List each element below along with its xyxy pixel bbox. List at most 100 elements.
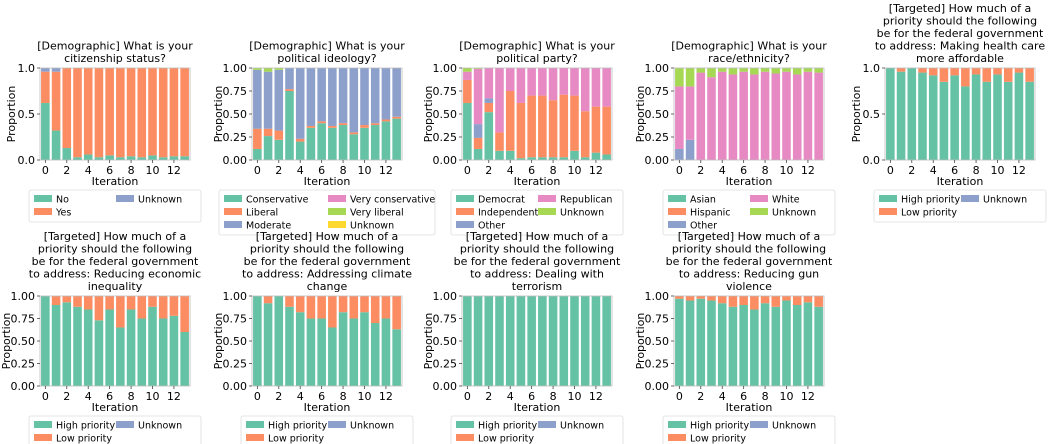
bar-segment xyxy=(360,125,369,128)
legend-label: Very conservative xyxy=(350,195,435,206)
bar-segment xyxy=(148,296,157,307)
legend-label: Low priority xyxy=(478,434,534,444)
bar-segment xyxy=(360,127,369,160)
x-tick-label: 4 xyxy=(297,164,304,177)
legend-label: Unknown xyxy=(560,208,604,219)
bar-segment xyxy=(814,296,823,307)
bar-segment xyxy=(580,68,590,112)
legend-label: Low priority xyxy=(690,434,746,444)
bar-segment xyxy=(538,95,547,158)
y-tick-label: 0.5 xyxy=(863,108,881,121)
bar-segment xyxy=(306,296,316,319)
bar-segment xyxy=(328,125,337,128)
legend-box xyxy=(240,415,414,444)
x-axis-label: Iteration xyxy=(304,175,351,188)
x-tick-label: 4 xyxy=(85,390,92,403)
chart-title: [Demographic] What is your citizenship st… xyxy=(37,40,193,66)
bar-segment xyxy=(538,68,547,96)
y-tick-label: 0.75 xyxy=(645,85,670,98)
bar-segment xyxy=(516,296,526,386)
bar-segment xyxy=(158,68,168,158)
bar-segment xyxy=(295,141,305,160)
bar-segment xyxy=(328,68,337,126)
bar-segment xyxy=(907,68,917,160)
bar-segment xyxy=(263,68,273,72)
bar-segment xyxy=(180,332,189,386)
bar-segment xyxy=(73,157,82,160)
bar-segment xyxy=(538,157,547,160)
y-tick-label: 0.5 xyxy=(18,108,36,121)
legend-swatch xyxy=(668,195,686,202)
y-tick-label: 0.00 xyxy=(645,380,670,393)
bar-segment xyxy=(253,69,262,129)
x-tick-label: 4 xyxy=(507,164,514,177)
legend: Democrat Independent Other Republican Unknow… xyxy=(450,189,624,236)
y-tick-label: 1.00 xyxy=(223,62,248,75)
legend-swatch xyxy=(246,421,264,428)
bar-segment xyxy=(62,148,72,160)
y-tick-label: 0.50 xyxy=(223,335,248,348)
x-tick-label: 4 xyxy=(85,164,92,177)
bar-segment xyxy=(263,128,273,137)
bar-segment xyxy=(516,68,526,103)
bar-segment xyxy=(285,296,294,307)
bar-segment xyxy=(760,71,770,160)
bar-segment xyxy=(685,296,695,301)
bar-segment xyxy=(918,72,927,160)
x-tick-label: 8 xyxy=(973,164,980,177)
bar-segment xyxy=(169,315,179,386)
bar-segment xyxy=(685,86,695,140)
bar-segment xyxy=(381,296,391,319)
bar-segment xyxy=(116,327,125,386)
legend-box xyxy=(662,189,836,236)
bar-segment xyxy=(51,130,61,160)
bar-segment xyxy=(602,296,611,386)
bar-segment xyxy=(137,68,147,158)
legend-swatch xyxy=(246,434,264,441)
legend-swatch xyxy=(328,195,346,202)
bar-segment xyxy=(349,132,359,135)
chart-title: [Targeted] How much of a priority should … xyxy=(454,230,621,293)
bar-segment xyxy=(263,71,273,129)
bar-segment xyxy=(750,309,759,386)
legend-swatch xyxy=(224,221,242,228)
bar-segment xyxy=(338,123,348,126)
bar-segment xyxy=(116,68,125,158)
bar-segment xyxy=(739,71,748,160)
bar-segment xyxy=(317,318,326,386)
bar-segment xyxy=(463,102,472,160)
legend-label: Democrat xyxy=(478,195,525,206)
x-tick-label: 12 xyxy=(801,390,815,403)
chart-panel-4: [Targeted] How much of a priority should … xyxy=(850,2,1047,223)
legend-label: Unknown xyxy=(983,195,1027,206)
bar-segment xyxy=(591,296,601,386)
chart-panel-7: [Targeted] How much of a priority should … xyxy=(422,230,624,444)
y-tick-label: 0.75 xyxy=(11,313,36,326)
bar-segment xyxy=(473,68,483,125)
y-axis-label: Proportion xyxy=(850,86,863,143)
x-tick-label: 2 xyxy=(697,390,704,403)
bar-segment xyxy=(370,123,380,126)
bar-segment xyxy=(792,68,802,75)
x-tick-label: 2 xyxy=(485,390,492,403)
legend-swatch xyxy=(750,208,768,215)
bar-segment xyxy=(295,312,305,386)
bar-segment xyxy=(1003,81,1013,160)
bar-segment xyxy=(527,296,536,386)
y-tick-label: 0.0 xyxy=(863,154,881,167)
bar-segment xyxy=(961,68,970,87)
bar-segment xyxy=(792,305,802,386)
bar-segment xyxy=(180,296,189,332)
x-axis-label: Iteration xyxy=(726,401,773,414)
x-tick-label: 4 xyxy=(297,390,304,403)
bar-segment xyxy=(760,296,770,304)
y-tick-label: 0.25 xyxy=(645,131,670,144)
bar-segment xyxy=(253,128,262,149)
bar-segment xyxy=(717,303,727,386)
bar-segment xyxy=(717,296,727,304)
legend-label: Unknown xyxy=(560,421,604,432)
legend: High priority Low priority Unknown xyxy=(28,415,202,444)
bar-segment xyxy=(602,68,611,107)
bar-segment xyxy=(971,74,981,160)
